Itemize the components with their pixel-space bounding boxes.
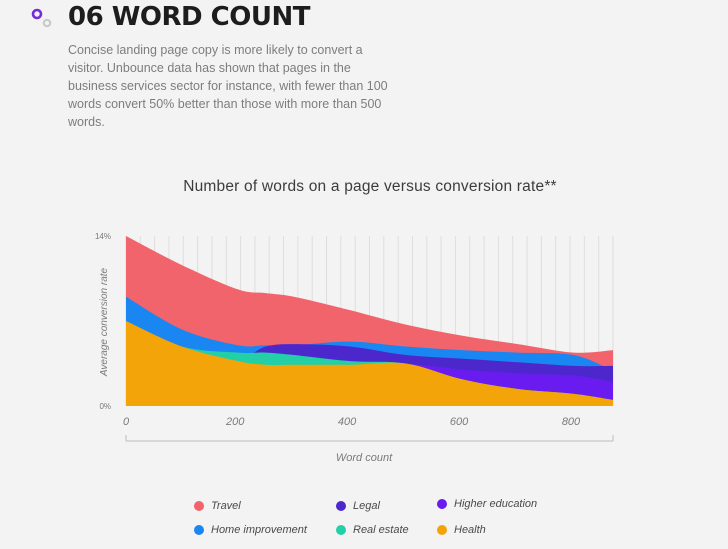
legend-swatch [437,525,447,535]
legend-swatch [194,525,204,535]
x-tick-label: 0 [123,416,130,428]
x-tick-label: 600 [450,416,469,428]
x-tick-label: 200 [225,416,245,428]
legend-label: Health [454,524,486,536]
section-title: 06 WORD COUNT [68,2,310,32]
legend-label: Home improvement [211,524,307,536]
x-tick-label: 400 [338,416,357,428]
legend-label: Higher education [454,498,538,510]
legend-item-home-improvement: Home improvement [194,524,307,536]
legend-label: Travel [211,500,241,512]
legend-label: Legal [353,500,380,512]
x-axis-label: Word count [336,452,393,464]
legend-swatch [336,501,346,511]
legend-swatch [194,501,204,511]
chart-title: Number of words on a page versus convers… [183,178,557,195]
y-tick-label-min: 0% [99,402,111,411]
logo-primary-ring [31,8,43,20]
area-health [126,321,613,406]
series-areas [126,236,613,406]
y-tick-labels: 14% 0% [95,232,111,411]
legend-swatch [336,525,346,535]
legend-item-real-estate: Real estate [336,524,409,536]
x-tick-label: 800 [562,416,581,428]
legend-item-travel: Travel [194,500,241,512]
axes [125,435,614,442]
legend-swatch [437,499,447,509]
logo-secondary-ring [42,18,52,28]
legend-item-health: Health [437,524,486,536]
legend-label: Real estate [353,524,409,536]
y-tick-label-max: 14% [95,232,111,241]
logo-icon [31,8,52,28]
y-axis-label: Average conversion rate [99,267,110,377]
legend-item-higher-education: Higher education [437,498,537,510]
intro-paragraph: Concise landing page copy is more likely… [68,43,388,129]
legend-item-legal: Legal [336,500,380,512]
x-tick-labels: 0 200 400 600 800 [123,416,581,428]
